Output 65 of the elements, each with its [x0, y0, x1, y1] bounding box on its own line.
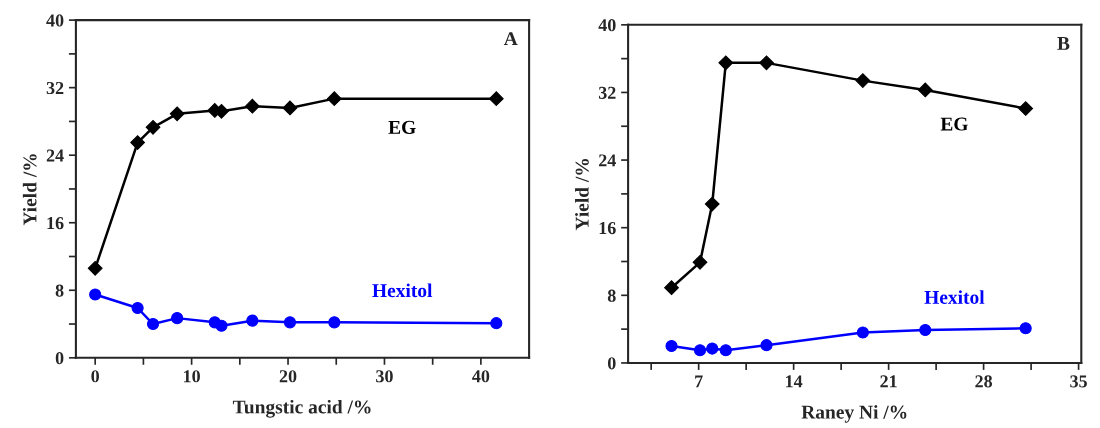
y-tick-label: 40 [598, 19, 616, 32]
point [704, 196, 720, 212]
annotation: A [503, 32, 518, 46]
x-tick-label: 10 [184, 370, 200, 383]
point [760, 339, 773, 352]
point [131, 301, 144, 315]
point [718, 55, 734, 71]
point [328, 316, 341, 329]
y-axis-title: Yield /% [575, 159, 589, 231]
x-tick-label: 20 [279, 370, 297, 383]
series-label: EG [388, 120, 416, 134]
point [917, 82, 933, 98]
point [856, 326, 869, 339]
annotation: B [1057, 37, 1070, 50]
point [146, 317, 160, 331]
x-tick-label: 35 [1070, 375, 1087, 388]
point [664, 280, 679, 296]
point [759, 55, 774, 71]
x-axis-title: Tungstic acid /% [232, 399, 371, 418]
x-axis-title: Raney Ni /% [801, 405, 907, 423]
y-tick-label: 32 [46, 81, 64, 95]
series-label: Hexitol [924, 290, 985, 304]
point [130, 135, 146, 150]
y-tick-label: 24 [46, 149, 64, 162]
point [719, 344, 732, 357]
point [215, 319, 228, 332]
y-tick-label: 16 [599, 222, 616, 235]
x-tick-label: 0 [91, 370, 100, 383]
y-tick-label: 16 [47, 217, 64, 230]
y-tick-label: 0 [607, 357, 616, 370]
point [326, 91, 342, 107]
point [244, 98, 260, 114]
point [171, 312, 184, 325]
point [919, 323, 932, 337]
series-label: EG [940, 117, 968, 131]
y-tick-label: 8 [55, 284, 64, 297]
x-tick-label: 28 [975, 375, 993, 388]
point [282, 100, 298, 116]
point [89, 288, 102, 301]
y-tick-label: 0 [55, 352, 64, 365]
point [87, 260, 103, 276]
point [283, 316, 297, 329]
point [692, 254, 708, 270]
x-tick-label: 7 [695, 375, 703, 388]
point [246, 314, 259, 327]
series-label: Hexitol [372, 283, 433, 298]
y-tick-label: 8 [607, 289, 616, 302]
x-tick-label: 21 [880, 375, 897, 388]
point [1019, 322, 1032, 335]
point [488, 91, 504, 107]
point [169, 106, 185, 122]
x-tick-label: 30 [376, 370, 393, 383]
point [693, 344, 707, 357]
y-tick-label: 32 [598, 86, 616, 99]
y-tick-label: 24 [599, 154, 616, 167]
point [1018, 101, 1034, 116]
y-tick-label: 40 [46, 14, 64, 27]
x-tick-label: 40 [472, 370, 490, 383]
point [855, 73, 871, 89]
point [490, 317, 503, 330]
x-tick-label: 14 [786, 375, 803, 388]
point [706, 342, 719, 355]
point [665, 339, 678, 353]
point [145, 119, 161, 135]
y-axis-title: Yield /% [22, 154, 37, 226]
